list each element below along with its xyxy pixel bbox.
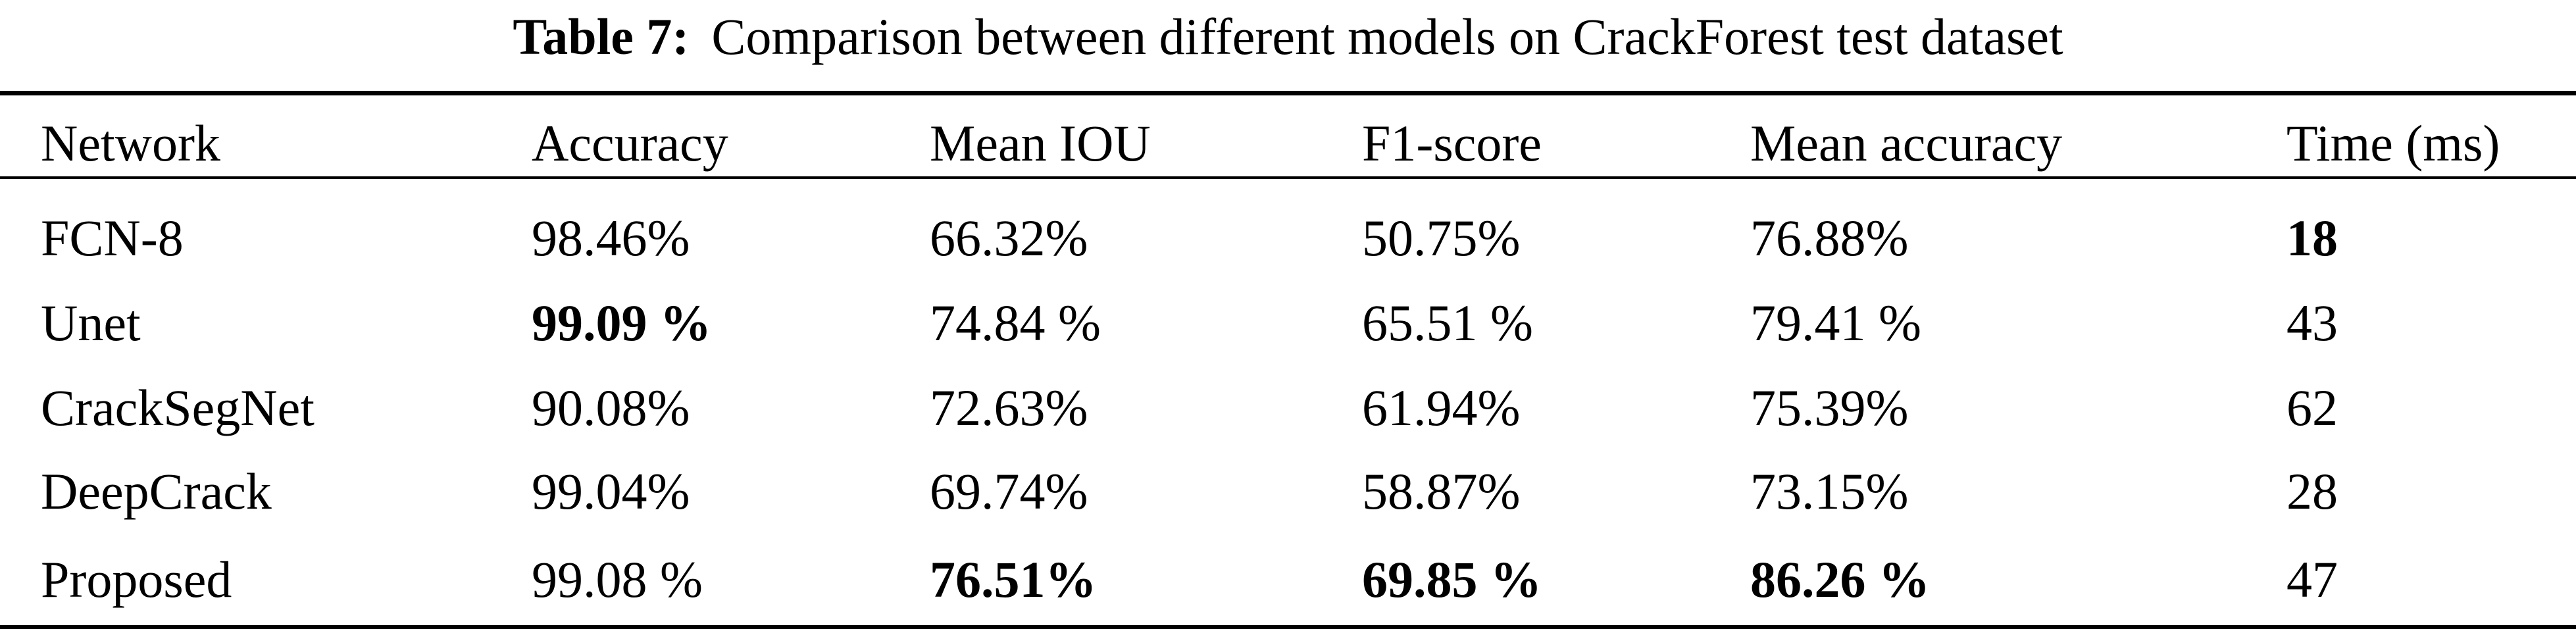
table-cell: Unet (41, 294, 141, 351)
table-cell: 99.08 % (532, 551, 703, 608)
table-cell: 47 (2286, 551, 2338, 608)
top-rule (0, 91, 2576, 95)
table-cell: 75.39% (1750, 379, 1909, 436)
table-cell: 69.85 % (1362, 551, 1542, 608)
table-cell: 99.04% (532, 463, 690, 520)
header-network: Network (41, 114, 220, 172)
table-cell: 61.94% (1362, 379, 1521, 436)
table-row: CrackSegNet 90.08% 72.63% 61.94% 75.39% … (0, 372, 2576, 444)
header-mean-iou: Mean IOU (930, 114, 1151, 172)
table-cell: DeepCrack (41, 463, 272, 520)
table-cell: 50.75% (1362, 209, 1521, 267)
table-cell: 90.08% (532, 379, 690, 436)
table-caption-label: Table 7: (513, 8, 690, 65)
table-cell: Proposed (41, 551, 232, 608)
table-caption: Table 7: Comparison between different mod… (0, 4, 2576, 70)
table-cell: 99.09 % (532, 294, 711, 351)
table-cell: 72.63% (930, 379, 1088, 436)
bottom-rule (0, 625, 2576, 629)
table-cell: 62 (2286, 379, 2338, 436)
table-cell: 98.46% (532, 209, 690, 267)
header-accuracy: Accuracy (532, 114, 728, 172)
table-cell: 73.15% (1750, 463, 1909, 520)
table-cell: CrackSegNet (41, 379, 315, 436)
table-cell: 74.84 % (930, 294, 1101, 351)
table-cell: 43 (2286, 294, 2338, 351)
header-time: Time (ms) (2286, 114, 2500, 172)
table-row: Proposed 99.08 % 76.51% 69.85 % 86.26 % … (0, 544, 2576, 615)
header-f1-score: F1-score (1362, 114, 1542, 172)
table-row: Unet 99.09 % 74.84 % 65.51 % 79.41 % 43 (0, 288, 2576, 359)
table-caption-text: Comparison between different models on C… (711, 8, 2063, 65)
table-cell: 18 (2286, 209, 2338, 267)
table-cell: 79.41 % (1750, 294, 1921, 351)
table-cell: 86.26 % (1750, 551, 1930, 608)
table-cell: 28 (2286, 463, 2338, 520)
table-cell: 76.88% (1750, 209, 1909, 267)
table-row: FCN-8 98.46% 66.32% 50.75% 76.88% 18 (0, 203, 2576, 274)
table-cell: 66.32% (930, 209, 1088, 267)
table-cell: 69.74% (930, 463, 1088, 520)
table-cell: FCN-8 (41, 209, 184, 267)
header-rule (0, 176, 2576, 179)
table-cell: 65.51 % (1362, 294, 1533, 351)
table-row: DeepCrack 99.04% 69.74% 58.87% 73.15% 28 (0, 456, 2576, 527)
header-mean-accuracy: Mean accuracy (1750, 114, 2063, 172)
table-header-row: Network Accuracy Mean IOU F1-score Mean … (0, 111, 2576, 176)
table-cell: 76.51% (930, 551, 1097, 608)
table-cell: 58.87% (1362, 463, 1521, 520)
